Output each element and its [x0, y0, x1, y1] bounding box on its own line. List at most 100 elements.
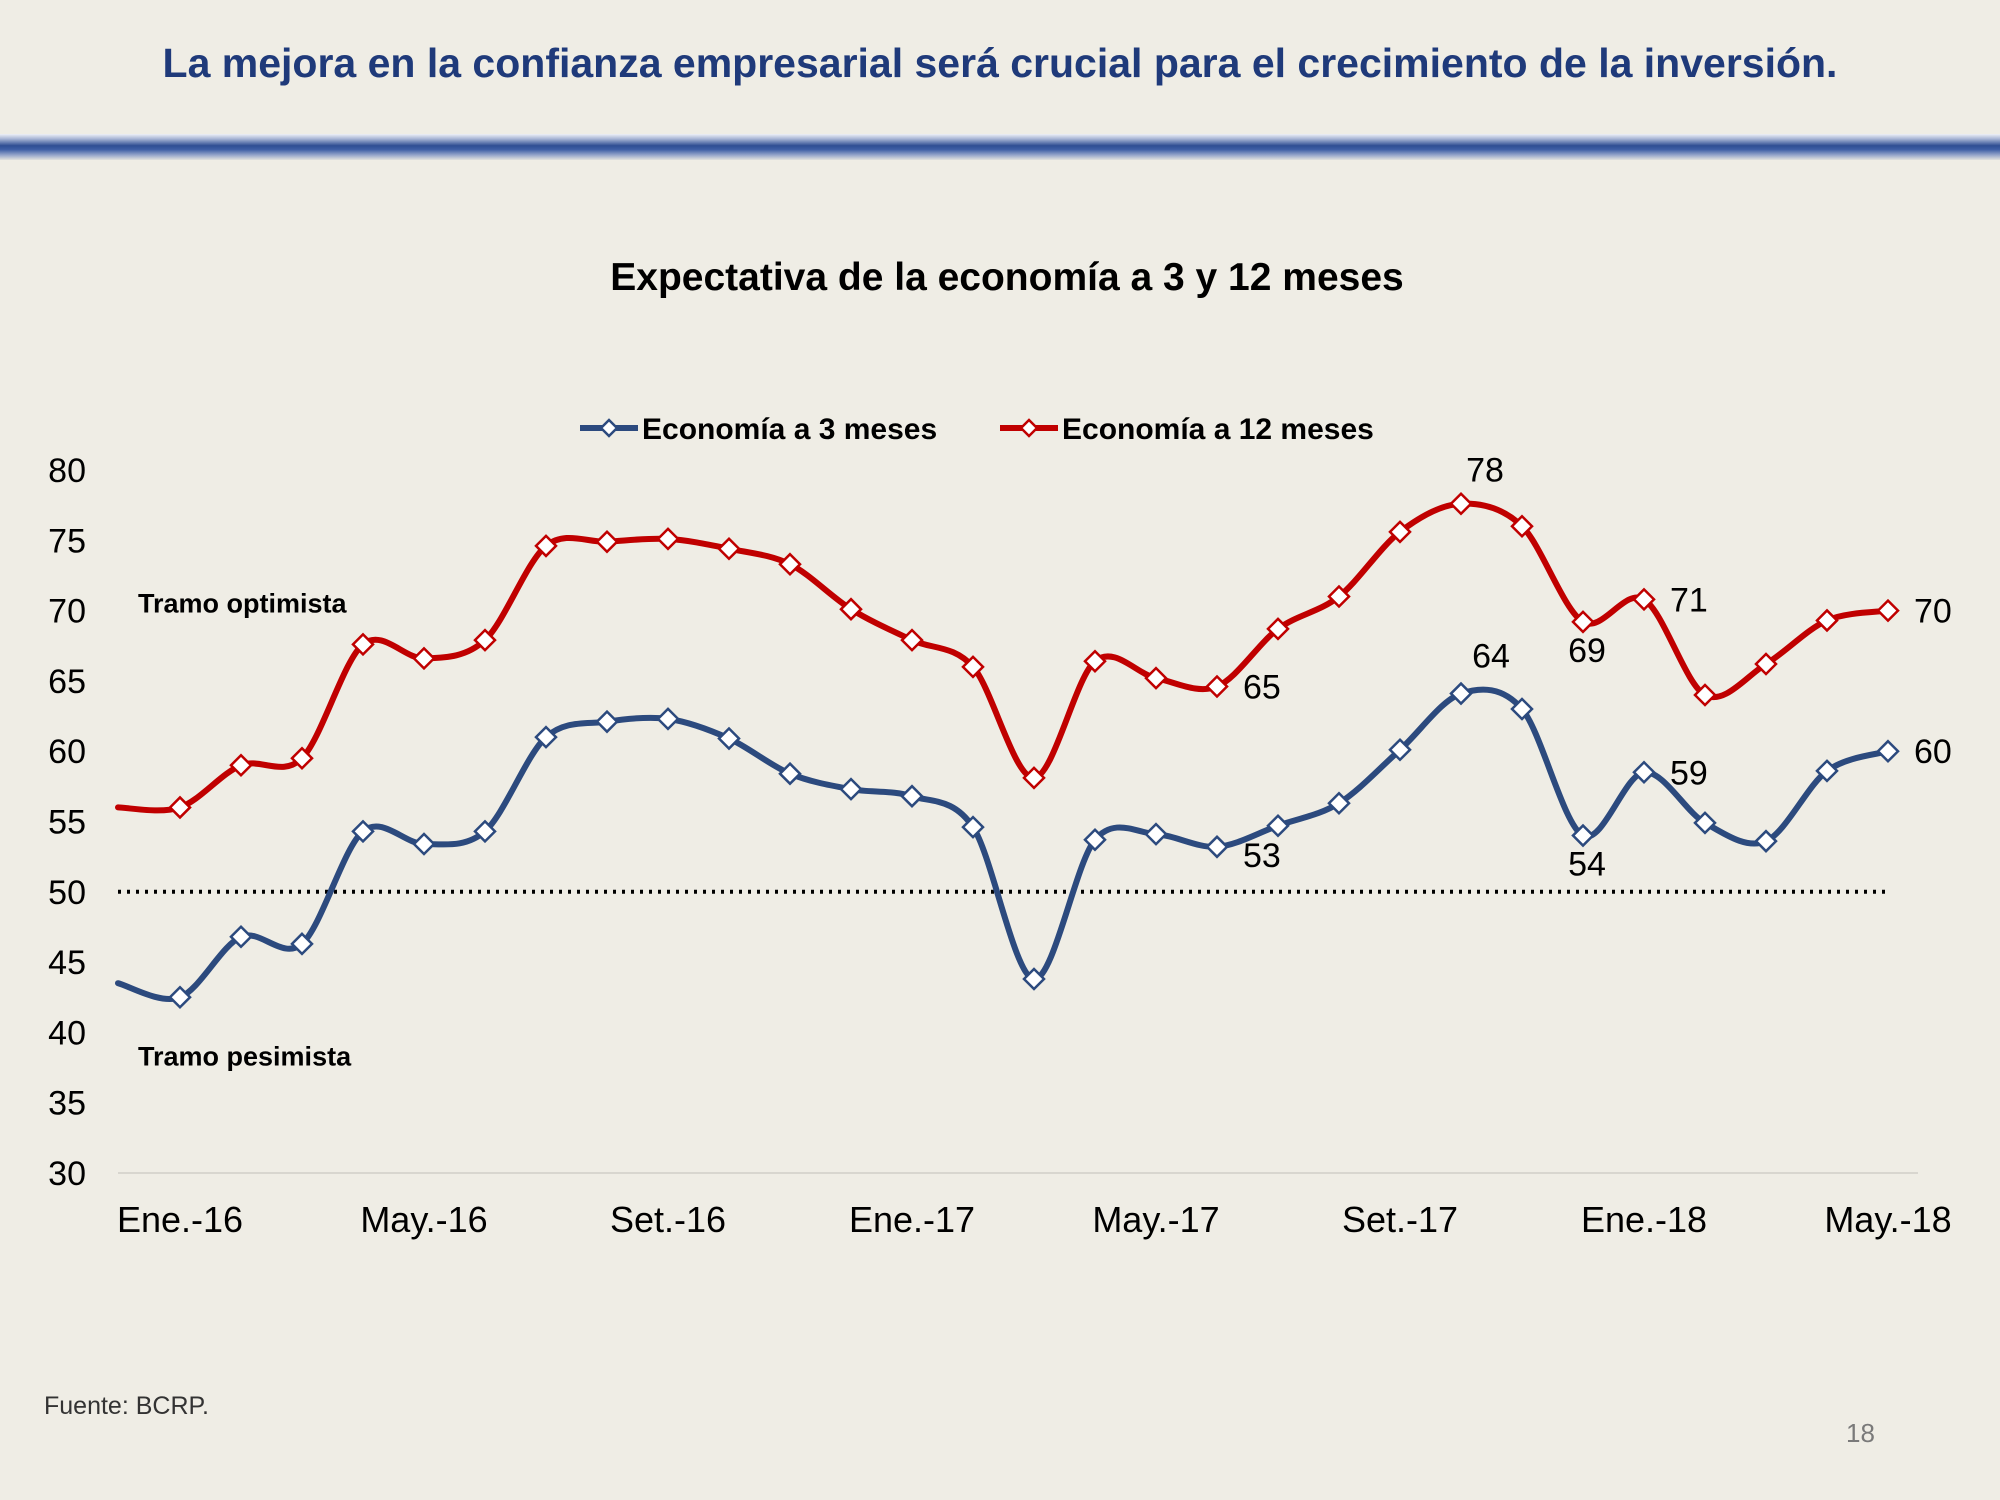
- data-point: [534, 534, 558, 558]
- data-label: 69: [1568, 632, 1606, 670]
- data-point: [1144, 822, 1168, 846]
- data-point: [717, 726, 741, 751]
- legend-label: Economía a 3 meses: [642, 413, 937, 446]
- y-tick-label: 50: [48, 874, 86, 912]
- data-point: [1022, 967, 1046, 991]
- data-point: [839, 597, 863, 621]
- series-lines: [115, 500, 1891, 1002]
- legend-label: Economía a 12 meses: [1062, 413, 1374, 446]
- y-tick-label: 55: [48, 804, 86, 842]
- x-tick-label: May.-16: [360, 1199, 487, 1240]
- slide-title: La mejora en la confianza empresarial se…: [162, 40, 1838, 86]
- data-label: 59: [1670, 754, 1708, 792]
- x-tick-label: May.-18: [1824, 1199, 1951, 1240]
- data-point: [1876, 598, 1900, 623]
- data-point: [595, 529, 619, 554]
- data-point: [1083, 649, 1107, 673]
- x-tick-label: Ene.-18: [1581, 1199, 1707, 1240]
- zone-annotation: Tramo optimista: [138, 589, 348, 619]
- y-tick-label: 70: [48, 593, 86, 631]
- y-tick-label: 75: [48, 522, 86, 560]
- data-point: [1449, 681, 1473, 706]
- x-tick-label: Ene.-17: [849, 1199, 975, 1240]
- data-point: [1327, 791, 1351, 815]
- y-tick-label: 35: [48, 1085, 86, 1123]
- x-tick-label: Set.-17: [1342, 1199, 1458, 1240]
- y-tick-label: 65: [48, 663, 86, 701]
- data-point: [1754, 829, 1778, 853]
- x-axis: Ene.-16 May.-16 Set.-16 Ene.-17 May.-17 Set.-…: [117, 1172, 1952, 1240]
- legend-swatch-marker: [599, 418, 619, 438]
- data-point: [534, 725, 558, 749]
- zone-annotation: Tramo pesimista: [138, 1041, 352, 1071]
- x-tick-label: Set.-16: [610, 1199, 726, 1240]
- data-point: [1571, 823, 1595, 848]
- data-point: [1510, 697, 1534, 721]
- data-point: [229, 925, 253, 949]
- data-point: [1876, 739, 1900, 763]
- data-point: [412, 646, 436, 671]
- data-point: [1388, 738, 1412, 762]
- data-point: [290, 932, 314, 956]
- data-point: [900, 784, 924, 808]
- data-point: [1693, 683, 1717, 707]
- data-point: [1144, 666, 1168, 690]
- y-axis: 30 35 40 45 50 55 60 65 70 75 80: [48, 452, 86, 1193]
- data-point: [1266, 617, 1290, 641]
- data-point: [473, 819, 497, 844]
- data-point: [778, 552, 802, 576]
- data-point: [1754, 652, 1778, 676]
- data-point: [656, 707, 680, 731]
- x-tick-label: May.-17: [1092, 1199, 1219, 1240]
- data-point: [1327, 584, 1351, 609]
- data-point: [1571, 610, 1595, 634]
- data-point: [1388, 520, 1412, 544]
- data-point: [1205, 674, 1229, 699]
- data-point: [168, 795, 192, 820]
- data-point: [595, 709, 619, 734]
- data-label: 64: [1472, 638, 1510, 676]
- series-line-economia-12-meses: [115, 500, 1891, 814]
- y-tick-label: 40: [48, 1014, 86, 1052]
- series-markers: [168, 491, 1900, 1010]
- data-labels: 53 64 54 59 60 65 78 69 71 70: [1243, 452, 1952, 884]
- y-tick-label: 30: [48, 1155, 86, 1193]
- chart-annotations: Tramo optimista Tramo pesimista: [138, 589, 352, 1072]
- data-label: 78: [1466, 452, 1504, 490]
- data-label: 54: [1568, 846, 1606, 884]
- y-tick-label: 45: [48, 944, 86, 982]
- data-point: [473, 628, 497, 652]
- data-point: [1632, 760, 1656, 785]
- data-point: [1205, 835, 1229, 859]
- data-point: [717, 536, 741, 561]
- data-point: [229, 753, 253, 778]
- data-point: [1815, 759, 1839, 783]
- data-point: [656, 527, 680, 551]
- data-point: [839, 777, 863, 801]
- data-point: [900, 628, 924, 652]
- y-tick-label: 60: [48, 733, 86, 771]
- data-point: [290, 746, 314, 770]
- legend-swatch-marker: [1019, 418, 1039, 438]
- data-label: 53: [1243, 837, 1281, 875]
- data-point: [961, 655, 985, 679]
- data-point: [1632, 587, 1656, 612]
- data-point: [351, 819, 375, 844]
- data-point: [168, 985, 192, 1010]
- data-label: 65: [1243, 669, 1281, 707]
- data-point: [412, 832, 436, 856]
- source-note: Fuente: BCRP.: [44, 1392, 209, 1420]
- data-point: [1266, 813, 1290, 838]
- title-divider: [0, 134, 2000, 160]
- data-point: [778, 761, 802, 786]
- data-point: [1815, 608, 1839, 633]
- chart-title: Expectativa de la economía a 3 y 12 mese…: [610, 256, 1403, 299]
- data-label: 60: [1914, 733, 1952, 771]
- data-point: [1022, 766, 1046, 790]
- data-point: [1693, 811, 1717, 835]
- data-point: [1449, 491, 1473, 516]
- data-point: [961, 815, 985, 839]
- chart-legend: Economía a 3 meses Economía a 12 meses: [580, 413, 1374, 446]
- x-tick-label: Ene.-16: [117, 1199, 243, 1240]
